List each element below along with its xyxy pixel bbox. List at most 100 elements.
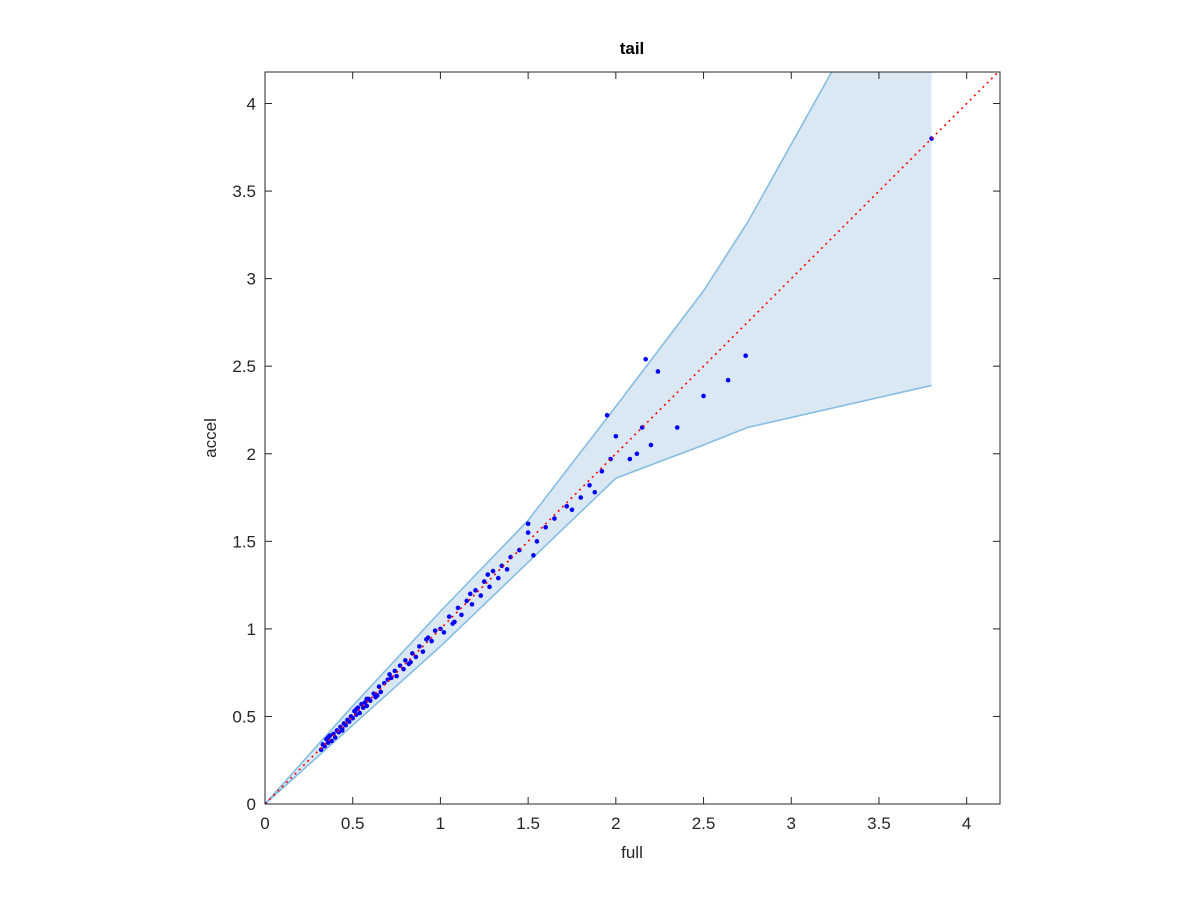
data-point	[403, 658, 408, 663]
data-point	[446, 614, 452, 619]
data-point	[359, 701, 364, 707]
data-point	[410, 651, 415, 656]
y-tick-label: 0	[247, 795, 256, 814]
x-tick-label: 3	[787, 814, 796, 833]
x-tick-label: 3.5	[867, 814, 891, 833]
data-point	[564, 503, 570, 509]
data-point	[378, 689, 384, 695]
data-point	[487, 584, 492, 590]
data-point	[634, 451, 640, 457]
band-lower	[265, 384, 932, 804]
data-point	[339, 728, 345, 733]
data-point	[362, 700, 368, 705]
data-point	[592, 489, 598, 495]
band-upper	[265, 72, 833, 804]
data-point	[459, 612, 464, 618]
data-point	[499, 563, 505, 569]
data-point	[578, 495, 584, 500]
data-point	[452, 619, 457, 625]
data-point	[531, 553, 536, 558]
data-point	[394, 673, 399, 679]
data-point	[481, 579, 487, 584]
data-point	[543, 525, 548, 530]
data-point	[725, 377, 731, 383]
data-point	[496, 575, 501, 581]
data-point	[473, 588, 478, 593]
data-point	[387, 672, 392, 677]
x-tick-label: 2	[611, 814, 620, 833]
data-point	[478, 593, 484, 598]
y-tick-label: 3.5	[232, 182, 256, 201]
data-point	[371, 691, 377, 696]
data-point	[569, 507, 575, 513]
data-point	[429, 638, 434, 644]
data-point	[599, 468, 605, 474]
data-point	[401, 666, 406, 672]
band-area	[265, 72, 932, 804]
reference-line	[265, 72, 1000, 804]
data-point	[376, 684, 382, 689]
data-point	[504, 567, 510, 572]
data-point	[469, 602, 475, 607]
data-point	[417, 644, 422, 649]
data-point	[701, 393, 706, 399]
y-tick-label: 0.5	[232, 707, 256, 726]
data-point	[425, 635, 431, 640]
data-point	[464, 598, 470, 604]
data-point	[343, 722, 348, 728]
y-axis-label: accel	[201, 418, 220, 458]
data-point	[350, 715, 356, 721]
data-point	[604, 412, 610, 418]
y-tick-label: 3	[247, 270, 256, 289]
data-point	[613, 433, 619, 439]
x-tick-label: 2.5	[692, 814, 716, 833]
data-point	[325, 740, 331, 746]
axes-box	[264, 71, 1001, 805]
data-point	[408, 659, 413, 665]
data-point	[413, 654, 419, 660]
plot-area	[265, 72, 1000, 804]
data-point	[332, 735, 338, 740]
data-point	[674, 425, 680, 430]
y-tick-label: 1	[247, 620, 256, 639]
data-point	[364, 696, 370, 702]
data-point	[374, 693, 380, 698]
data-point	[353, 707, 359, 712]
y-tick-label: 4	[247, 95, 256, 114]
data-point	[627, 456, 633, 462]
data-point	[329, 738, 334, 744]
x-tick-label: 0.5	[341, 814, 365, 833]
data-point	[441, 630, 447, 635]
data-point	[392, 668, 398, 674]
data-point	[397, 663, 403, 668]
data-point	[367, 698, 373, 703]
data-point	[525, 530, 531, 535]
data-point	[420, 649, 426, 654]
data-point	[534, 539, 540, 544]
y-tick-label: 1.5	[232, 532, 256, 551]
y-tick-label: 2	[247, 445, 256, 464]
data-point	[490, 568, 496, 574]
y-tick-label: 2.5	[232, 357, 256, 376]
data-point	[467, 591, 473, 597]
x-tick-label: 1	[436, 814, 445, 833]
data-point	[357, 710, 363, 716]
data-point	[432, 628, 438, 633]
chart-title: tail	[620, 39, 645, 58]
data-point	[455, 605, 461, 611]
data-point	[485, 572, 491, 577]
data-point	[655, 369, 661, 374]
data-point	[525, 521, 531, 527]
x-tick-label: 1.5	[516, 814, 540, 833]
data-point	[325, 735, 331, 740]
x-tick-label: 0	[260, 814, 269, 833]
data-point	[587, 482, 592, 488]
data-point	[552, 516, 557, 521]
data-point	[364, 703, 370, 709]
data-point	[360, 705, 366, 710]
data-point	[346, 719, 352, 724]
data-point	[322, 743, 327, 749]
data-point	[929, 136, 934, 141]
x-axis-label: full	[621, 843, 643, 862]
